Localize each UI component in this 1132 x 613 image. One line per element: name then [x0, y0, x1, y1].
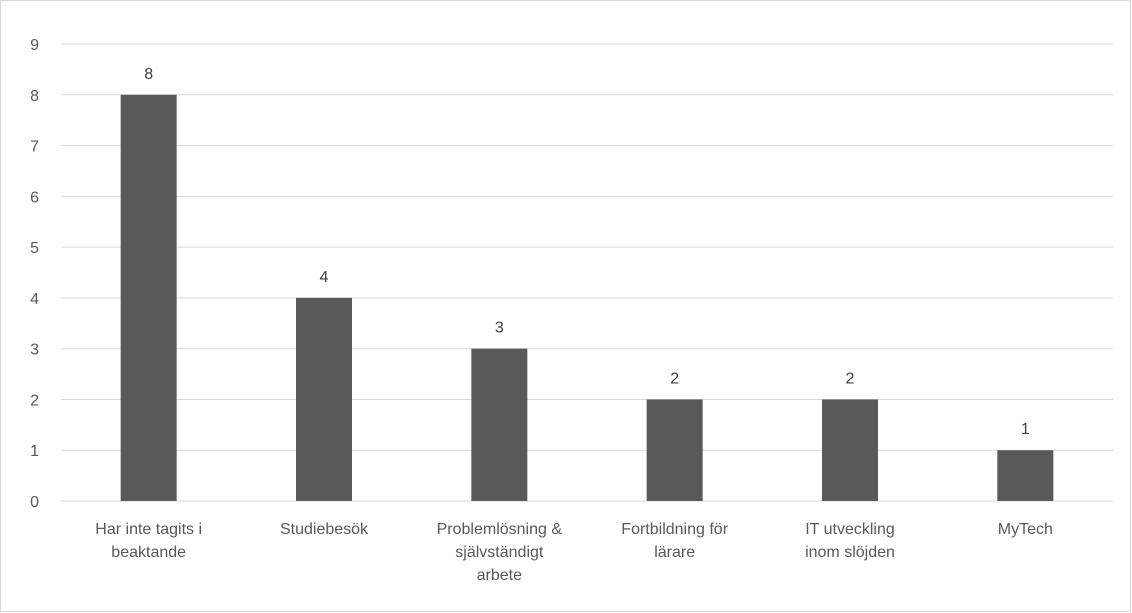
data-label-5: 2: [846, 370, 855, 387]
bar-5: [822, 399, 878, 501]
y-tick-label: 3: [30, 342, 39, 359]
bar-3: [471, 349, 527, 501]
y-tick-label: 7: [30, 139, 39, 156]
category-label-1: Har inte tagits i beaktande: [95, 521, 202, 561]
y-tick-label: 9: [30, 37, 39, 54]
data-label-6: 1: [1021, 421, 1030, 438]
bar-4: [647, 399, 703, 501]
category-label-2: Studiebesök: [280, 521, 369, 538]
data-label-2: 4: [320, 269, 329, 286]
y-tick-label: 0: [30, 494, 39, 511]
x-axis-categories: Har inte tagits i beaktande Studiebesök Pro…: [95, 521, 1053, 584]
bar-1: [121, 95, 177, 501]
category-label-4: Fortbildning för lärare: [621, 521, 728, 561]
category-label-3: Problemlösning & självständigt arbete: [437, 521, 563, 584]
y-tick-label: 2: [30, 392, 39, 409]
y-tick-label: 5: [30, 240, 39, 257]
y-tick-label: 4: [30, 291, 39, 308]
bar-6: [997, 450, 1053, 501]
data-labels: 8 4 3 2 2 1: [144, 66, 1030, 438]
data-label-3: 3: [495, 320, 504, 337]
y-tick-label: 6: [30, 189, 39, 206]
category-label-5: IT utveckling inom slöjden: [805, 521, 895, 561]
data-label-1: 8: [144, 66, 153, 83]
data-label-4: 2: [670, 370, 679, 387]
gridlines: [61, 44, 1113, 501]
y-axis-ticks: 0 1 2 3 4 5 6 7 8 9: [30, 37, 39, 511]
y-tick-label: 8: [30, 88, 39, 105]
y-tick-label: 1: [30, 443, 39, 460]
bar-2: [296, 298, 352, 501]
category-label-6: MyTech: [998, 521, 1053, 538]
